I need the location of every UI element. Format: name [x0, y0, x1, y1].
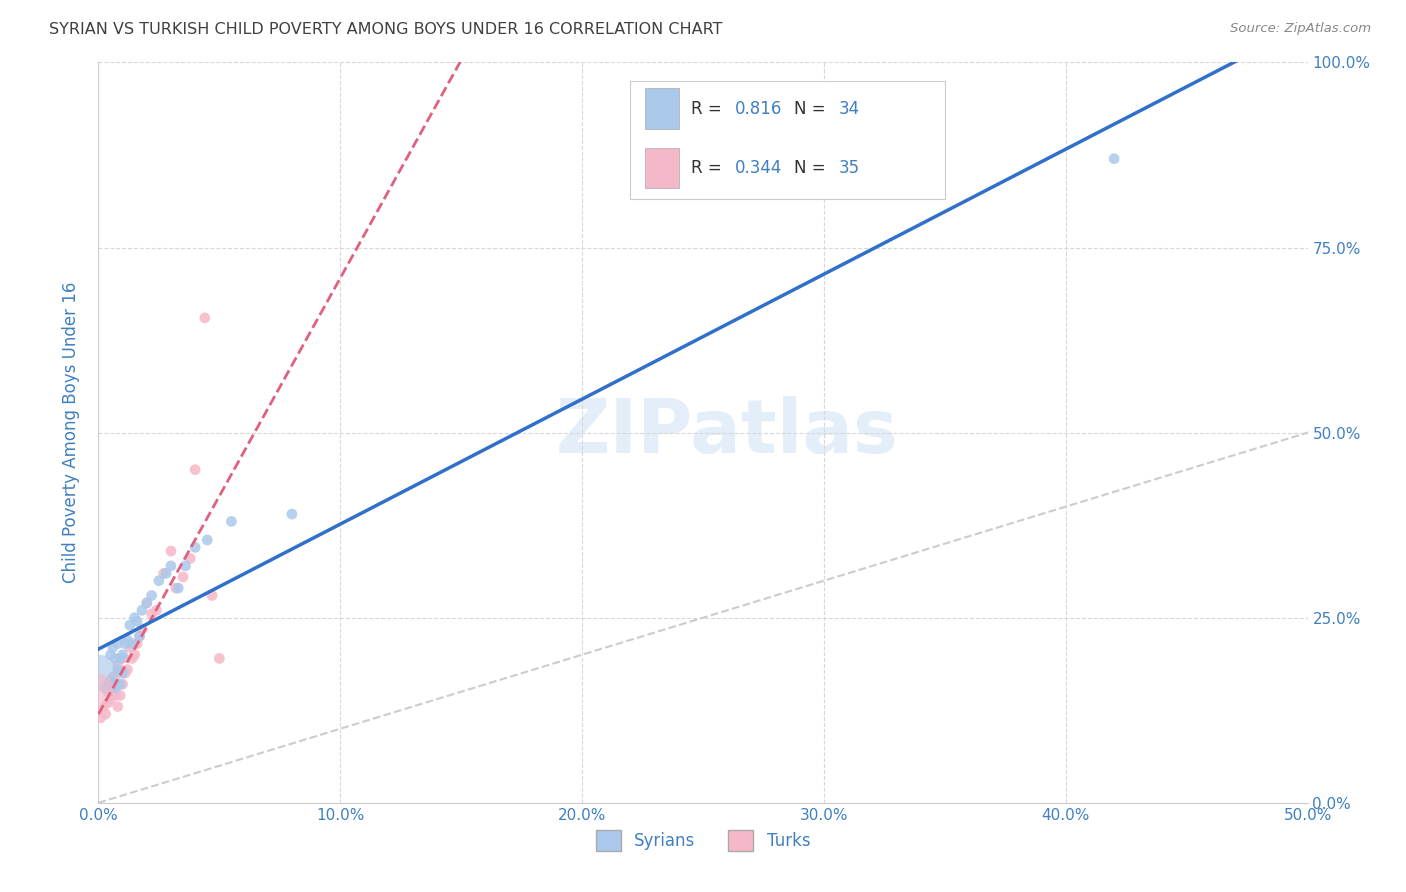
Point	[118, 618, 141, 632]
Point	[1102, 152, 1125, 166]
Point	[107, 658, 129, 673]
Point	[131, 603, 153, 617]
Point	[160, 558, 183, 573]
Text: N =: N =	[793, 100, 831, 118]
Point	[145, 603, 167, 617]
Point	[89, 666, 111, 681]
Text: 0.816: 0.816	[734, 100, 782, 118]
Point	[104, 673, 127, 688]
Point	[101, 681, 124, 695]
Point	[201, 589, 224, 603]
Point	[114, 666, 136, 681]
Point	[101, 677, 124, 691]
Point	[124, 648, 146, 662]
Point	[141, 589, 163, 603]
Point	[114, 637, 136, 651]
Point	[107, 663, 129, 677]
Point	[104, 689, 127, 703]
Point	[101, 640, 124, 655]
Bar	[630, 81, 945, 200]
Point	[194, 310, 217, 325]
Point	[281, 507, 304, 521]
Point	[127, 637, 149, 651]
Point	[108, 677, 131, 691]
Point	[94, 706, 117, 721]
Point	[121, 651, 143, 665]
Y-axis label: Child Poverty Among Boys Under 16: Child Poverty Among Boys Under 16	[62, 282, 80, 583]
Point	[179, 551, 201, 566]
Bar	[645, 88, 679, 129]
Text: R =: R =	[690, 160, 727, 178]
Point	[160, 544, 183, 558]
Point	[135, 596, 157, 610]
Point	[111, 677, 134, 691]
Point	[90, 711, 112, 725]
Point	[107, 637, 129, 651]
Point	[97, 685, 120, 699]
Point	[195, 533, 218, 547]
Bar	[645, 147, 679, 188]
Point	[172, 570, 194, 584]
Text: 34: 34	[838, 100, 859, 118]
Point	[184, 541, 207, 555]
Point	[104, 651, 127, 665]
Text: R =: R =	[690, 100, 727, 118]
Point	[89, 681, 111, 695]
Point	[155, 566, 177, 581]
Point	[94, 681, 117, 695]
Point	[111, 651, 134, 665]
Text: 35: 35	[838, 160, 859, 178]
Point	[101, 670, 124, 684]
Point	[100, 673, 122, 688]
Point	[100, 648, 122, 662]
Point	[100, 692, 122, 706]
Point	[152, 566, 174, 581]
Point	[141, 607, 163, 621]
Point	[128, 629, 150, 643]
Text: 0.344: 0.344	[734, 160, 782, 178]
Point	[104, 681, 127, 695]
Point	[108, 651, 131, 665]
Point	[127, 615, 149, 629]
Point	[165, 581, 187, 595]
Point	[91, 699, 114, 714]
Point	[97, 677, 120, 691]
Legend: Syrians, Turks: Syrians, Turks	[589, 823, 817, 857]
Point	[111, 648, 134, 662]
Point	[118, 640, 141, 655]
Point	[184, 462, 207, 476]
Point	[148, 574, 170, 588]
Point	[128, 629, 150, 643]
Text: SYRIAN VS TURKISH CHILD POVERTY AMONG BOYS UNDER 16 CORRELATION CHART: SYRIAN VS TURKISH CHILD POVERTY AMONG BO…	[49, 22, 723, 37]
Text: Source: ZipAtlas.com: Source: ZipAtlas.com	[1230, 22, 1371, 36]
Point	[117, 663, 139, 677]
Text: N =: N =	[793, 160, 831, 178]
Point	[117, 632, 139, 647]
Point	[107, 699, 129, 714]
Point	[111, 666, 134, 681]
Point	[174, 558, 197, 573]
Point	[135, 596, 157, 610]
Point	[108, 689, 131, 703]
Point	[167, 581, 190, 595]
Point	[124, 610, 146, 624]
Point	[221, 515, 243, 529]
Point	[97, 696, 120, 710]
Text: ZIPatlas: ZIPatlas	[555, 396, 898, 469]
Point	[121, 637, 143, 651]
Point	[131, 622, 153, 636]
Point	[208, 651, 231, 665]
